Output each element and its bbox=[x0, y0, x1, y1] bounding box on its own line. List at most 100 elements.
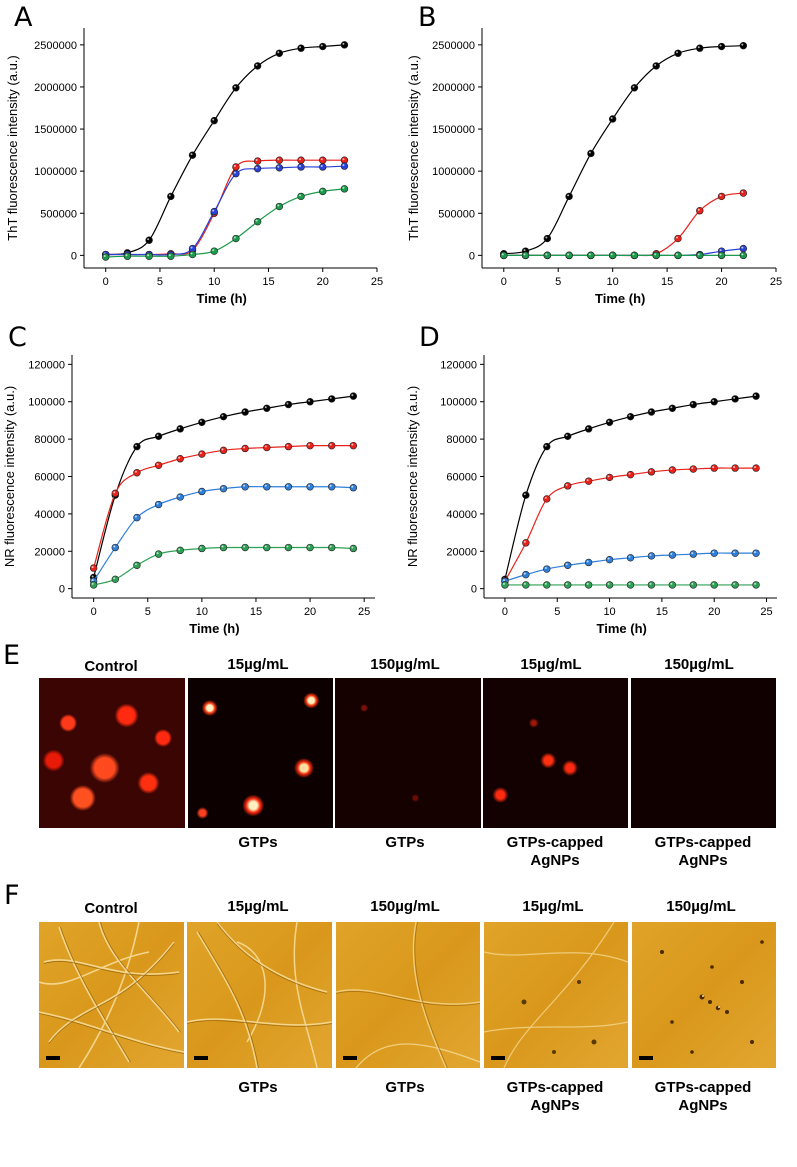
data-point-highlight bbox=[286, 484, 289, 487]
data-point bbox=[232, 84, 240, 92]
x-tick-label: 5 bbox=[145, 606, 151, 618]
data-point-highlight bbox=[190, 153, 193, 156]
data-point-highlight bbox=[264, 445, 267, 448]
data-point-highlight bbox=[320, 158, 323, 161]
data-point bbox=[522, 581, 530, 589]
x-tick-label: 15 bbox=[661, 276, 673, 288]
data-point-highlight bbox=[286, 402, 289, 405]
series-blue bbox=[501, 549, 760, 585]
data-point bbox=[176, 455, 184, 463]
data-point-highlight bbox=[156, 434, 159, 437]
data-point-highlight bbox=[342, 42, 345, 45]
y-tick-label: 1000000 bbox=[34, 166, 77, 178]
f-label-agnps-150: 150µg/mL bbox=[666, 898, 736, 915]
data-point bbox=[587, 251, 595, 260]
f-label-control: Control bbox=[84, 900, 138, 917]
data-point bbox=[232, 169, 240, 178]
data-point bbox=[275, 49, 284, 57]
data-point-highlight bbox=[754, 466, 757, 469]
data-point-highlight bbox=[113, 577, 116, 580]
data-point bbox=[154, 432, 163, 441]
data-point bbox=[696, 207, 704, 215]
data-point-highlight bbox=[691, 467, 694, 470]
data-point-highlight bbox=[712, 551, 715, 554]
data-point bbox=[284, 442, 293, 451]
data-point bbox=[328, 395, 336, 403]
x-tick-label: 10 bbox=[603, 606, 615, 618]
data-point-highlight bbox=[221, 486, 224, 489]
f-label-gtps-15: 15µg/mL bbox=[227, 898, 289, 915]
data-point bbox=[689, 550, 697, 558]
data-point-highlight bbox=[654, 63, 657, 66]
data-point bbox=[275, 202, 284, 211]
series-blue bbox=[102, 162, 349, 259]
data-point-highlight bbox=[125, 254, 128, 257]
data-point-highlight bbox=[670, 582, 673, 585]
data-point-highlight bbox=[221, 414, 224, 417]
y-tick-label: 2000000 bbox=[34, 82, 77, 94]
data-point bbox=[752, 581, 760, 589]
y-axis-title: NR fluorescence intensity (a.u.) bbox=[405, 386, 420, 567]
y-tick-label: 120000 bbox=[28, 359, 65, 371]
data-point bbox=[188, 151, 197, 159]
data-point bbox=[349, 441, 358, 450]
data-point bbox=[133, 469, 141, 477]
x-tick-label: 10 bbox=[196, 606, 208, 618]
data-point bbox=[210, 247, 218, 255]
data-point bbox=[564, 561, 572, 569]
data-point-highlight bbox=[628, 472, 631, 475]
data-point bbox=[739, 244, 748, 253]
e-caption-gtps-150: GTPs bbox=[385, 834, 425, 851]
data-point-highlight bbox=[147, 238, 150, 241]
series-green bbox=[89, 543, 358, 589]
data-point bbox=[584, 477, 593, 485]
data-point-highlight bbox=[733, 396, 736, 399]
data-point-highlight bbox=[712, 582, 715, 585]
data-point-highlight bbox=[741, 191, 744, 194]
x-tick-label: 25 bbox=[358, 606, 370, 618]
data-point bbox=[349, 484, 358, 492]
data-point-highlight bbox=[277, 165, 280, 168]
data-point-highlight bbox=[610, 116, 613, 119]
data-point-highlight bbox=[586, 560, 589, 563]
data-point-highlight bbox=[649, 410, 652, 413]
data-point bbox=[652, 251, 660, 260]
data-point bbox=[739, 41, 748, 50]
data-point bbox=[89, 564, 98, 572]
data-point-highlight bbox=[545, 253, 548, 256]
data-point bbox=[319, 156, 327, 164]
data-point-highlight bbox=[255, 166, 258, 169]
series-line bbox=[503, 45, 744, 255]
x-tick-label: 0 bbox=[103, 276, 109, 288]
data-point bbox=[668, 466, 677, 474]
y-tick-label: 80000 bbox=[446, 434, 477, 446]
data-point bbox=[668, 404, 677, 412]
data-point-highlight bbox=[588, 151, 591, 154]
data-point-highlight bbox=[233, 164, 236, 167]
data-point-highlight bbox=[299, 194, 302, 197]
data-point-highlight bbox=[320, 189, 323, 192]
data-point bbox=[630, 84, 639, 92]
data-point bbox=[232, 163, 240, 171]
data-point-highlight bbox=[741, 246, 744, 249]
data-point-highlight bbox=[719, 253, 722, 256]
e-image-agnps-150 bbox=[631, 678, 776, 828]
data-point bbox=[349, 544, 358, 553]
data-point-highlight bbox=[712, 399, 715, 402]
data-point-highlight bbox=[632, 85, 635, 88]
data-point-highlight bbox=[501, 253, 504, 256]
data-point bbox=[167, 192, 175, 201]
data-point bbox=[210, 207, 218, 216]
scale-bar bbox=[46, 1056, 60, 1060]
data-point-highlight bbox=[221, 545, 224, 548]
data-point-highlight bbox=[649, 469, 652, 472]
data-point bbox=[145, 252, 153, 260]
data-point bbox=[647, 468, 656, 476]
data-point-highlight bbox=[233, 236, 236, 239]
data-point-highlight bbox=[178, 495, 181, 498]
data-point bbox=[340, 185, 349, 193]
data-point-highlight bbox=[697, 208, 700, 211]
y-tick-label: 0 bbox=[71, 250, 77, 262]
data-point bbox=[133, 561, 141, 569]
data-point-highlight bbox=[610, 253, 613, 256]
